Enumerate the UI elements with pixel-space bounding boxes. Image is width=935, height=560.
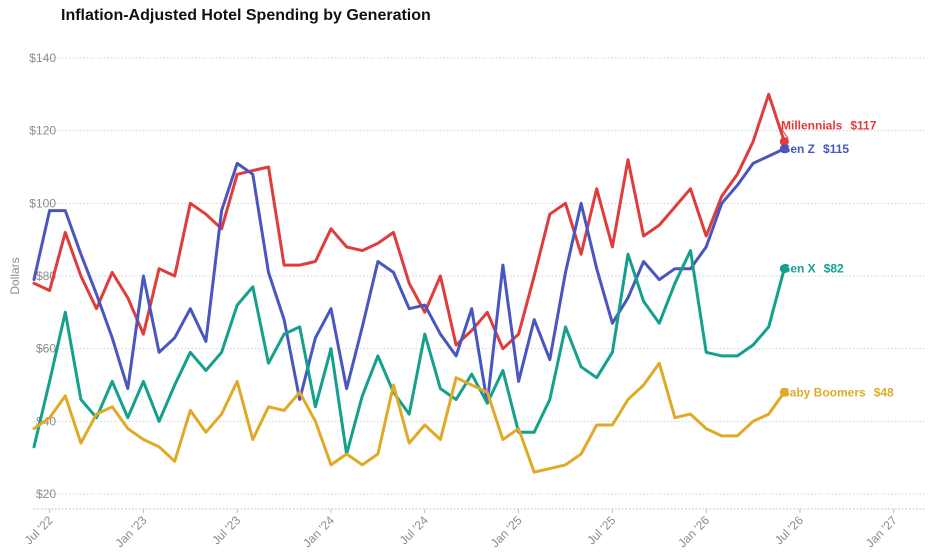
series-end-value: $82	[824, 262, 844, 276]
series-line-gen-z	[32, 147, 786, 405]
end-label-gen-x: Gen X $82	[781, 262, 844, 276]
x-tick-label: Jan '26	[675, 513, 712, 550]
series-lines	[32, 92, 789, 474]
x-tick-label: Jul '23	[209, 513, 243, 547]
series-name: Baby Boomers	[781, 385, 866, 399]
series-line-baby-boomers	[32, 361, 786, 474]
x-tick-label: Jan '25	[488, 513, 525, 550]
series-name: Millennials	[781, 119, 843, 133]
end-label-baby-boomers: Baby Boomers $48	[781, 385, 894, 399]
end-labels: Millennials $117 Gen Z $115 Gen X $82 Baby Boo…	[778, 119, 894, 399]
y-tick-label: $140	[29, 51, 56, 65]
x-tick-label: Jul '25	[584, 513, 618, 547]
end-point-gen-x	[779, 264, 789, 274]
end-point-millennials	[779, 137, 789, 147]
series-line-gen-x	[32, 249, 786, 456]
series-end-value: $48	[874, 385, 894, 399]
end-label-millennials: Millennials $117	[781, 119, 877, 133]
x-tick-label: Jan '23	[113, 513, 150, 550]
label-leader-millennials	[778, 125, 789, 139]
x-tick-label: Jul '26	[772, 513, 806, 547]
x-tick-label: Jul '22	[22, 513, 56, 547]
x-tick-label: Jan '27	[863, 513, 900, 550]
x-axis: Jul '22 Jan '23 Jul '23 Jan '24 Jul '24 Jan '…	[22, 508, 925, 550]
y-tick-label: $100	[29, 196, 56, 210]
x-tick-label: Jul '24	[397, 513, 431, 547]
y-tick-label: $60	[36, 342, 56, 356]
series-end-value: $115	[823, 142, 849, 156]
end-label-gen-z: Gen Z $115	[781, 142, 849, 156]
end-point-baby-boomers	[779, 387, 789, 397]
series-line-millennials	[32, 92, 786, 351]
chart-title: Inflation-Adjusted Hotel Spending by Gen…	[61, 7, 431, 24]
series-name: Gen Z	[781, 142, 815, 156]
y-axis-title: Dollars	[8, 257, 22, 294]
x-tick-label: Jan '24	[300, 513, 337, 550]
y-tick-label: $120	[29, 124, 56, 138]
end-point-gen-z	[779, 144, 789, 154]
series-end-value: $117	[850, 119, 876, 133]
y-tick-label: $20	[36, 487, 56, 501]
series-name: Gen X	[781, 262, 816, 276]
